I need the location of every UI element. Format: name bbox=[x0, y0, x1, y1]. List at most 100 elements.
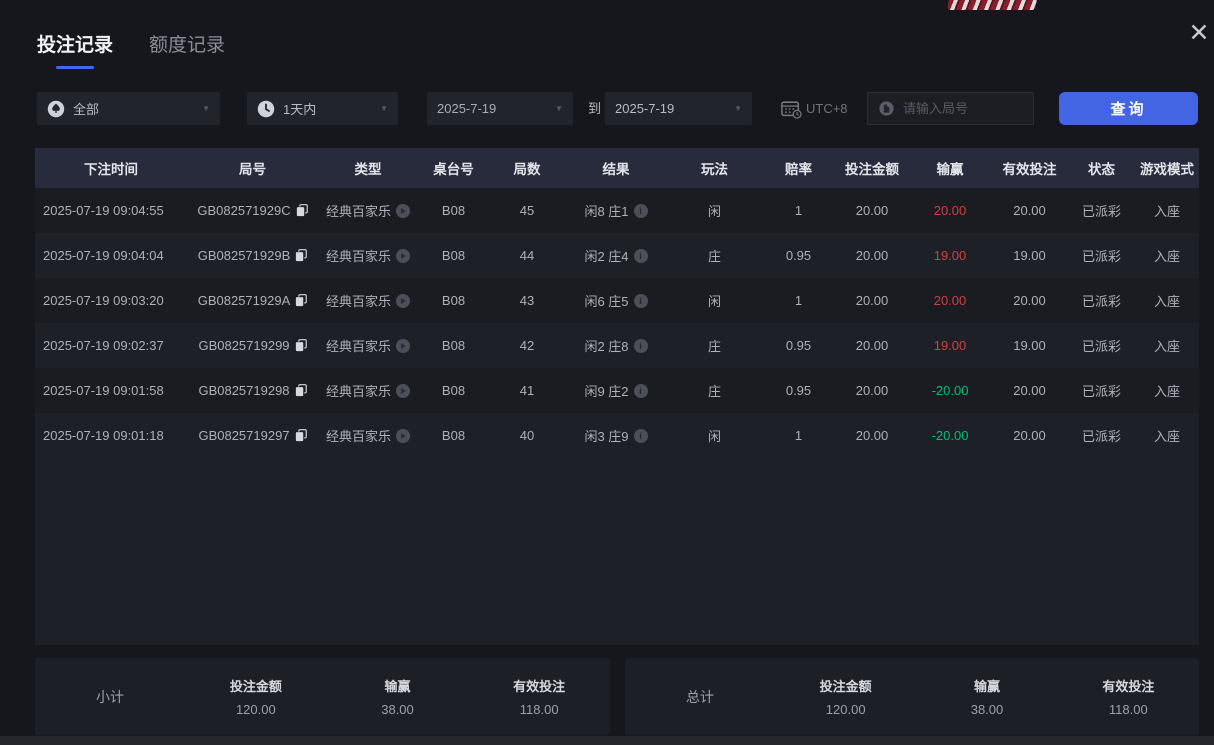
valid-bet-cell: 20.00 bbox=[1013, 203, 1046, 218]
info-icon[interactable]: i bbox=[633, 428, 648, 443]
time-range-select[interactable]: 1天内 ▼ bbox=[247, 92, 398, 125]
round-id-cell: GB0825719297 bbox=[187, 428, 318, 443]
info-icon[interactable]: i bbox=[633, 203, 648, 218]
info-icon[interactable]: i bbox=[633, 248, 648, 263]
query-button[interactable]: 查询 bbox=[1059, 92, 1198, 125]
timezone-indicator: UTC+8 bbox=[780, 92, 848, 125]
bet-time-cell: 2025-07-19 09:01:58 bbox=[43, 383, 164, 398]
game-mode-cell: 入座 bbox=[1153, 339, 1180, 354]
game-type-select[interactable]: 全部 ▼ bbox=[37, 92, 220, 125]
valid-bet-cell: 20.00 bbox=[1013, 383, 1046, 398]
info-icon[interactable]: i bbox=[633, 338, 648, 353]
status-cell: 已派彩 bbox=[1081, 204, 1121, 219]
game-type-value: 经典百家乐 bbox=[325, 384, 391, 399]
tab-quota-records[interactable]: 额度记录 bbox=[149, 35, 226, 56]
status-cell: 已派彩 bbox=[1081, 384, 1121, 399]
round-search-input[interactable] bbox=[903, 101, 1013, 116]
game-type-cell: 经典百家乐 bbox=[318, 381, 418, 400]
round-id-value: GB0825719299 bbox=[198, 338, 290, 353]
info-icon[interactable]: i bbox=[633, 383, 648, 398]
video-replay-icon[interactable] bbox=[396, 203, 410, 218]
winloss-cell: 20.00 bbox=[933, 293, 967, 308]
date-from-select[interactable]: 2025-7-19 ▼ bbox=[427, 92, 573, 125]
round-count-cell: 40 bbox=[519, 428, 535, 443]
date-to-label: 到 bbox=[588, 101, 602, 116]
game-mode-cell: 入座 bbox=[1153, 294, 1180, 309]
round-id-cell: GB0825719298 bbox=[187, 383, 318, 398]
copy-icon[interactable] bbox=[295, 249, 308, 262]
game-type-cell: 经典百家乐 bbox=[318, 246, 418, 265]
calendar-clock-icon bbox=[780, 99, 802, 119]
copy-icon[interactable] bbox=[296, 204, 308, 217]
date-to-select[interactable]: 2025-7-19 ▼ bbox=[605, 92, 752, 125]
bottom-edge bbox=[0, 736, 1214, 745]
round-id-value: GB0825719298 bbox=[198, 383, 290, 398]
filter-bar: 全部 ▼ 1天内 ▼ 2025-7-19 ▼ 到 2025-7-19 ▼ UTC… bbox=[37, 92, 1199, 126]
round-id-value: GB0825719297 bbox=[198, 428, 290, 443]
copy-icon[interactable] bbox=[295, 429, 307, 442]
chevron-down-icon: ▼ bbox=[202, 104, 210, 113]
tab-bet-records[interactable]: 投注记录 bbox=[37, 30, 113, 69]
game-mode-cell: 入座 bbox=[1153, 384, 1180, 399]
round-id-cell: GB082571929C bbox=[187, 203, 318, 218]
col-odds: 赔率 bbox=[785, 162, 812, 177]
round-search-field[interactable] bbox=[867, 92, 1034, 125]
result-cell: 闲6 庄5 i bbox=[565, 291, 667, 310]
col-result: 结果 bbox=[602, 162, 630, 177]
video-replay-icon[interactable] bbox=[396, 428, 410, 443]
game-type-value: 经典百家乐 bbox=[325, 429, 391, 444]
table-no-cell: B08 bbox=[441, 203, 466, 218]
col-bet-amount: 投注金额 bbox=[845, 162, 899, 177]
table-no-cell: B08 bbox=[441, 383, 466, 398]
total-label: 总计 bbox=[686, 688, 714, 705]
game-type-cell: 经典百家乐 bbox=[318, 426, 418, 445]
valid-bet-cell: 20.00 bbox=[1013, 428, 1046, 443]
video-replay-icon[interactable] bbox=[396, 383, 410, 398]
table-row: 2025-07-19 09:04:04 GB082571929B 经典百家乐 B… bbox=[35, 233, 1199, 278]
video-replay-icon[interactable] bbox=[396, 293, 410, 308]
valid-bet-cell: 19.00 bbox=[1013, 248, 1046, 263]
odds-cell: 1 bbox=[794, 203, 803, 218]
table-body: 2025-07-19 09:04:55 GB082571929C 经典百家乐 B… bbox=[35, 188, 1199, 645]
bet-amount-cell: 20.00 bbox=[855, 203, 889, 218]
close-icon[interactable]: ✕ bbox=[1188, 19, 1210, 47]
subtotal-winloss: 输赢 38.00 bbox=[381, 679, 414, 717]
bet-time-cell: 2025-07-19 09:03:20 bbox=[43, 293, 164, 308]
copy-icon[interactable] bbox=[295, 339, 307, 352]
result-cell: 闲3 庄9 i bbox=[565, 426, 667, 445]
chevron-down-icon: ▼ bbox=[555, 104, 563, 113]
copy-icon[interactable] bbox=[295, 384, 307, 397]
status-cell: 已派彩 bbox=[1081, 339, 1121, 354]
result-value: 闲3 庄9 bbox=[584, 429, 629, 444]
video-replay-icon[interactable] bbox=[396, 248, 410, 263]
col-play: 玩法 bbox=[701, 162, 728, 177]
subtotal-valid: 有效投注 118.00 bbox=[513, 679, 566, 717]
col-winloss: 输赢 bbox=[936, 162, 964, 177]
table-no-cell: B08 bbox=[441, 338, 466, 353]
result-cell: 闲2 庄8 i bbox=[565, 336, 667, 355]
spade-icon bbox=[47, 100, 65, 118]
chevron-down-icon: ▼ bbox=[380, 104, 388, 113]
bet-time-cell: 2025-07-19 09:04:55 bbox=[43, 203, 164, 218]
record-tabs: 投注记录 额度记录 bbox=[37, 30, 225, 69]
winloss-cell: 19.00 bbox=[933, 338, 967, 353]
winloss-cell: -20.00 bbox=[931, 428, 969, 443]
subtotal-bet: 投注金额 120.00 bbox=[229, 679, 282, 717]
col-table-no: 桌台号 bbox=[433, 162, 474, 177]
bet-amount-cell: 20.00 bbox=[855, 293, 889, 308]
table-row: 2025-07-19 09:01:18 GB0825719297 经典百家乐 B… bbox=[35, 413, 1199, 458]
odds-cell: 0.95 bbox=[785, 383, 812, 398]
round-count-cell: 44 bbox=[519, 248, 535, 263]
round-id-cell: GB082571929A bbox=[187, 293, 318, 308]
cropped-logo bbox=[947, 0, 1037, 10]
round-id-cell: GB082571929B bbox=[187, 248, 318, 263]
status-cell: 已派彩 bbox=[1081, 249, 1121, 264]
info-icon[interactable]: i bbox=[633, 293, 648, 308]
round-id-cell: GB0825719299 bbox=[187, 338, 318, 353]
total-valid: 有效投注 118.00 bbox=[1102, 679, 1155, 717]
video-replay-icon[interactable] bbox=[396, 338, 410, 353]
copy-icon[interactable] bbox=[295, 294, 308, 307]
table-row: 2025-07-19 09:02:37 GB0825719299 经典百家乐 B… bbox=[35, 323, 1199, 368]
round-count-cell: 42 bbox=[519, 338, 535, 353]
game-mode-cell: 入座 bbox=[1153, 429, 1180, 444]
